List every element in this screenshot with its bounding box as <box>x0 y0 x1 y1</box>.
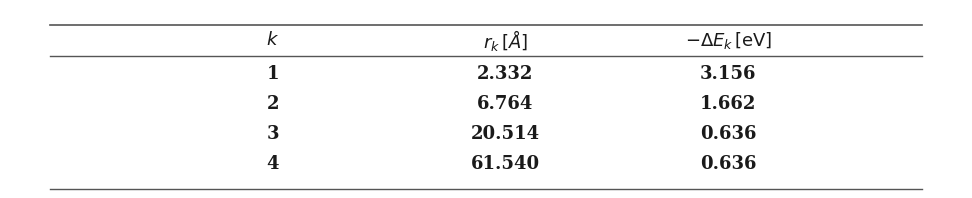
Text: 2.332: 2.332 <box>477 65 534 83</box>
Text: 3.156: 3.156 <box>700 65 756 83</box>
Text: $-\Delta E_k\,[\mathrm{eV}]$: $-\Delta E_k\,[\mathrm{eV}]$ <box>684 30 772 51</box>
Text: 1.662: 1.662 <box>700 95 756 113</box>
Text: 4: 4 <box>266 155 279 173</box>
Text: 2: 2 <box>266 95 279 113</box>
Text: 61.540: 61.540 <box>470 155 540 173</box>
Text: 3: 3 <box>266 125 279 143</box>
Text: 1: 1 <box>266 65 279 83</box>
Text: 0.636: 0.636 <box>700 125 756 143</box>
Text: 20.514: 20.514 <box>470 125 540 143</box>
Text: $r_k\,[\AA]$: $r_k\,[\AA]$ <box>483 28 528 53</box>
Text: 6.764: 6.764 <box>477 95 534 113</box>
Text: $k$: $k$ <box>266 31 279 50</box>
Text: 0.636: 0.636 <box>700 155 756 173</box>
